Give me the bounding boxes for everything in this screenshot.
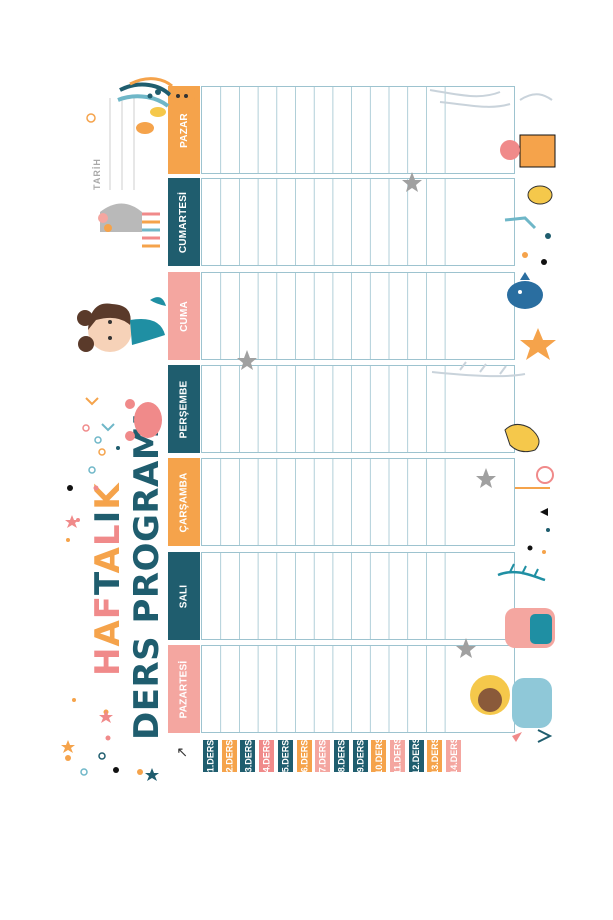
coral-pink-icon (505, 608, 555, 648)
day-grid-block[interactable] (201, 178, 515, 266)
grid-lines (220, 646, 446, 732)
grid-lines (220, 273, 446, 359)
day-header: SALI (168, 552, 200, 640)
day-grid-block[interactable] (201, 365, 515, 453)
lesson-label: 13.DERS (427, 737, 443, 775)
day-grid-block[interactable] (201, 86, 515, 174)
grid-lines (220, 553, 446, 639)
starfish-icon (520, 328, 556, 360)
snail-shell-icon (515, 466, 554, 489)
seahorse-icon (504, 424, 540, 453)
pufferfish-right-icon (507, 272, 543, 309)
bottom-decor-icon (512, 729, 553, 743)
day-grid-block[interactable] (201, 645, 515, 733)
jellyfish-icon (98, 203, 160, 248)
lesson-label: 11.DERS (390, 737, 405, 775)
grid-lines (220, 366, 446, 452)
star-icon (237, 172, 496, 658)
day-grid-block[interactable] (201, 272, 515, 360)
lesson-label: 3.DERS (240, 740, 256, 772)
plant-icon (497, 563, 546, 582)
lesson-label: 14.DERS (446, 737, 462, 775)
grid-lines (220, 179, 446, 265)
mermaid-right-icon (470, 675, 552, 728)
crab-icon (125, 399, 162, 441)
day-grid-block[interactable] (201, 458, 515, 546)
bubble-icon (86, 113, 96, 123)
sea-anemone-icon (500, 134, 556, 168)
day-header: CUMA (168, 272, 200, 360)
confetti-icon (65, 397, 143, 776)
shell-icon (527, 185, 553, 205)
leaf-branch-icon (431, 361, 526, 378)
lesson-label: 9.DERS (352, 740, 368, 772)
day-header: PAZARTESİ (168, 645, 200, 733)
lesson-label: 8.DERS (333, 740, 349, 772)
lesson-label: 5.DERS (277, 740, 293, 772)
day-header: ÇARŞAMBA (168, 458, 200, 546)
day-grid-block[interactable] (201, 552, 515, 640)
grid-lines (220, 459, 446, 545)
lesson-label: 6.DERS (296, 740, 312, 772)
pufferfish-icon (169, 87, 195, 113)
lesson-label: 2.DERS (221, 740, 237, 772)
seaweed-right-icon (504, 216, 551, 265)
lesson-label: 4.DERS (259, 740, 275, 772)
fish-icon (136, 107, 166, 134)
date-lines (109, 98, 135, 190)
lesson-label: 7.DERS (315, 740, 331, 772)
grid-lines (220, 87, 446, 173)
day-header: PERŞEMBE (168, 365, 200, 453)
coral-icon (429, 89, 553, 108)
lesson-label: 1.DERS (203, 740, 218, 772)
mermaid-icon (77, 297, 166, 352)
small-fish-icon (527, 508, 550, 554)
day-header: CUMARTESİ (168, 178, 200, 266)
seaweed-icon (117, 77, 173, 108)
lesson-label: 12.DERS (408, 737, 424, 775)
lesson-label: 10.DERS (371, 737, 387, 775)
sparkle-icon (61, 515, 159, 781)
